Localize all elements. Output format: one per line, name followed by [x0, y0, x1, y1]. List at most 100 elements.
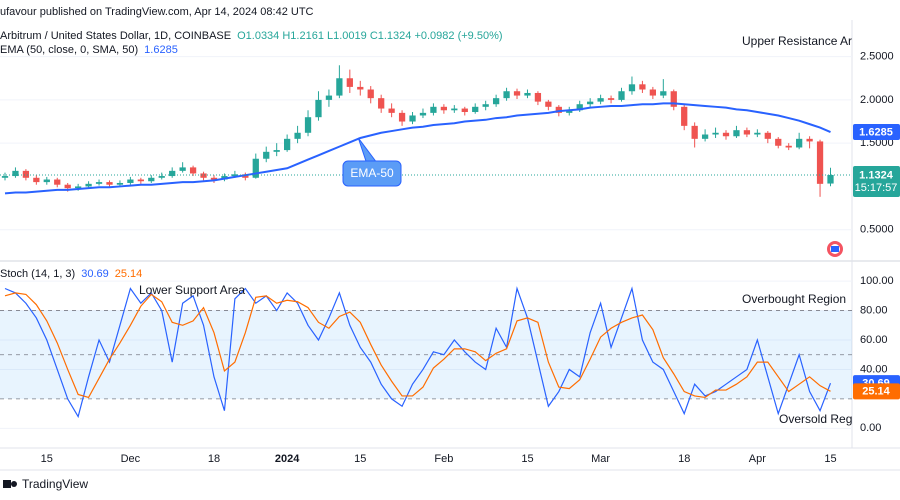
candle-body [639, 84, 646, 90]
candle-body [816, 141, 824, 184]
candle-body [283, 138, 291, 151]
stoch-value-tag-bg [853, 383, 900, 400]
candle-body [75, 186, 82, 189]
annotation: Oversold Regi [779, 412, 855, 426]
annotation: Overbought Region [742, 292, 846, 306]
candle-body [398, 112, 406, 122]
candle-body [492, 98, 500, 105]
candle-body [388, 108, 395, 113]
y-tick-label: 40.00 [860, 363, 888, 375]
candle-body [587, 101, 594, 105]
x-tick-label: Mar [591, 453, 610, 465]
candle-body [607, 98, 615, 100]
ema-line [4, 102, 831, 195]
stoch-line [4, 286, 832, 419]
last-price-tag-bg [853, 165, 900, 197]
candle-body [137, 179, 144, 182]
candle-body [252, 158, 259, 178]
callout-box [342, 160, 402, 187]
candle-body [294, 132, 301, 139]
countdown: 15:17:57 [855, 182, 898, 194]
candle-body [179, 167, 186, 171]
candle-body [440, 106, 448, 111]
candle-body [545, 101, 552, 107]
ema-price-tag-bg [853, 124, 900, 141]
stoch-value-tag: 25.14 [862, 386, 890, 398]
candle-body [733, 130, 740, 137]
flag-icon [827, 241, 843, 257]
footer-brand: TradingView [22, 477, 88, 491]
ohlc-values: O1.0334 H1.2161 L1.0019 C1.1324 +0.0982 … [237, 30, 502, 42]
plot-area: Upper Resistance Ar Lower Support Area Ove… [0, 34, 855, 429]
candle-body [628, 84, 636, 92]
candle-body [85, 183, 92, 187]
candle-body [461, 108, 468, 113]
candle-body [785, 145, 792, 148]
candle-body [200, 173, 207, 178]
candle-body [513, 91, 521, 96]
y-tick-label: 0.5000 [860, 224, 894, 236]
x-tick-label: Dec [121, 453, 141, 465]
candle-body [691, 125, 698, 139]
candle-body [775, 138, 782, 146]
candle-body [12, 170, 19, 177]
x-tick-label: 15 [521, 453, 533, 465]
candle-body [148, 177, 155, 182]
candle-body [722, 132, 730, 137]
candle-body [524, 92, 531, 96]
candle-body [503, 91, 510, 99]
candle-body [660, 91, 667, 96]
candle-body [419, 112, 427, 116]
ema-legend-value: 1.6285 [144, 44, 178, 56]
symbol-title: Arbitrum / United States Dollar, 1D, COI… [0, 30, 231, 42]
candle-body [597, 98, 604, 102]
stoch-legend-value: 25.14 [115, 268, 143, 280]
candle-body [409, 115, 416, 122]
candle-body [210, 177, 218, 180]
x-tick-label: Feb [434, 453, 453, 465]
candle-body [357, 86, 364, 90]
candle-body [743, 130, 751, 135]
x-tick-label: 15 [41, 453, 53, 465]
candle-body [681, 106, 688, 126]
candle-body [649, 89, 656, 96]
candle-body [169, 170, 176, 177]
callout-label: EMA-50 [350, 166, 394, 180]
candle-body [670, 91, 677, 107]
candle-body [304, 117, 312, 133]
x-tick-label: 18 [208, 453, 220, 465]
publisher-header: ufavour published on TradingView.com, Ap… [0, 6, 314, 18]
candle-body [33, 177, 40, 183]
ema-price-tag: 1.6285 [859, 126, 893, 138]
candle-body [54, 179, 61, 185]
candle-body [555, 106, 562, 113]
stoch-line [4, 292, 831, 399]
candle-body [158, 176, 165, 178]
x-tick-label: Apr [749, 453, 766, 465]
candle-body [106, 182, 113, 185]
y-tick-label: 2.5000 [860, 51, 894, 63]
candle-body [806, 138, 813, 142]
candle-body [618, 91, 625, 100]
y-tick-label: 80.00 [860, 304, 888, 316]
y-tick-label: 1.5000 [860, 137, 894, 149]
candle-body [1, 176, 9, 178]
candle-body [534, 92, 542, 102]
x-tick-label: 18 [678, 453, 690, 465]
candle-body [273, 150, 280, 152]
candle-body [472, 106, 479, 113]
x-tick-label: 15 [824, 453, 836, 465]
candle-body [482, 104, 489, 107]
candle-body [189, 167, 197, 174]
y-tick-label: 60.00 [860, 334, 888, 346]
candle-body [263, 151, 270, 159]
candle-body [764, 132, 771, 139]
candle-body [64, 184, 71, 189]
candle-body [116, 182, 124, 185]
y-tick-label: 2.0000 [860, 94, 894, 106]
stoch-legend-value: 30.69 [81, 268, 109, 280]
annotation: Lower Support Area [139, 283, 245, 297]
candle-body [336, 78, 343, 96]
